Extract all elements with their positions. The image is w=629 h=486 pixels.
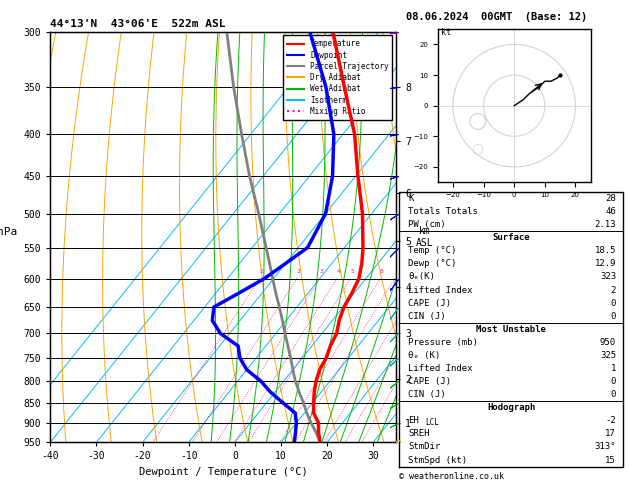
Text: 5: 5 [350,268,354,274]
Text: 3: 3 [320,268,324,274]
Text: CAPE (J): CAPE (J) [408,298,452,308]
Text: CAPE (J): CAPE (J) [408,377,452,386]
Text: PW (cm): PW (cm) [408,220,446,229]
Text: 323: 323 [600,273,616,281]
Text: 2: 2 [611,286,616,295]
Text: ○: ○ [468,111,487,131]
Text: 950: 950 [600,338,616,347]
Text: SREH: SREH [408,429,430,438]
Text: Dewp (°C): Dewp (°C) [408,260,457,268]
Text: 8: 8 [380,268,384,274]
Legend: Temperature, Dewpoint, Parcel Trajectory, Dry Adiabat, Wet Adiabat, Isotherm, Mi: Temperature, Dewpoint, Parcel Trajectory… [283,35,392,120]
Text: kt: kt [441,28,451,37]
Text: ○: ○ [471,141,484,156]
Text: 0: 0 [611,298,616,308]
Text: 18.5: 18.5 [594,246,616,255]
Text: 12.9: 12.9 [594,260,616,268]
Y-axis label: km
ASL: km ASL [416,226,434,248]
Text: 44°13'N  43°06'E  522m ASL: 44°13'N 43°06'E 522m ASL [50,19,226,30]
Y-axis label: hPa: hPa [0,227,17,237]
Text: StmDir: StmDir [408,442,440,451]
Text: Hodograph: Hodograph [487,403,535,412]
Text: Temp (°C): Temp (°C) [408,246,457,255]
Text: CIN (J): CIN (J) [408,312,446,321]
Text: K: K [408,194,414,203]
Text: 4: 4 [337,268,341,274]
Text: CIN (J): CIN (J) [408,390,446,399]
Text: 0: 0 [611,390,616,399]
Text: 1: 1 [611,364,616,373]
Text: LCL: LCL [426,418,440,428]
Text: 2: 2 [297,268,301,274]
Text: Totals Totals: Totals Totals [408,207,478,216]
Text: Lifted Index: Lifted Index [408,364,473,373]
Text: 46: 46 [605,207,616,216]
Text: EH: EH [408,417,419,425]
Text: Pressure (mb): Pressure (mb) [408,338,478,347]
Text: StmSpd (kt): StmSpd (kt) [408,455,467,465]
Text: θₑ (K): θₑ (K) [408,351,440,360]
Text: 1: 1 [260,268,264,274]
Text: θₑ(K): θₑ(K) [408,273,435,281]
Text: 313°: 313° [594,442,616,451]
Text: 17: 17 [605,429,616,438]
Text: 325: 325 [600,351,616,360]
Text: © weatheronline.co.uk: © weatheronline.co.uk [399,472,504,481]
Text: 0: 0 [611,312,616,321]
Text: -2: -2 [605,417,616,425]
Text: 0: 0 [611,377,616,386]
Text: 2.13: 2.13 [594,220,616,229]
Text: 15: 15 [605,455,616,465]
Text: Most Unstable: Most Unstable [476,325,546,334]
Text: Surface: Surface [493,233,530,242]
Text: 08.06.2024  00GMT  (Base: 12): 08.06.2024 00GMT (Base: 12) [406,12,587,22]
Text: Lifted Index: Lifted Index [408,286,473,295]
X-axis label: Dewpoint / Temperature (°C): Dewpoint / Temperature (°C) [139,467,308,477]
Text: 28: 28 [605,194,616,203]
